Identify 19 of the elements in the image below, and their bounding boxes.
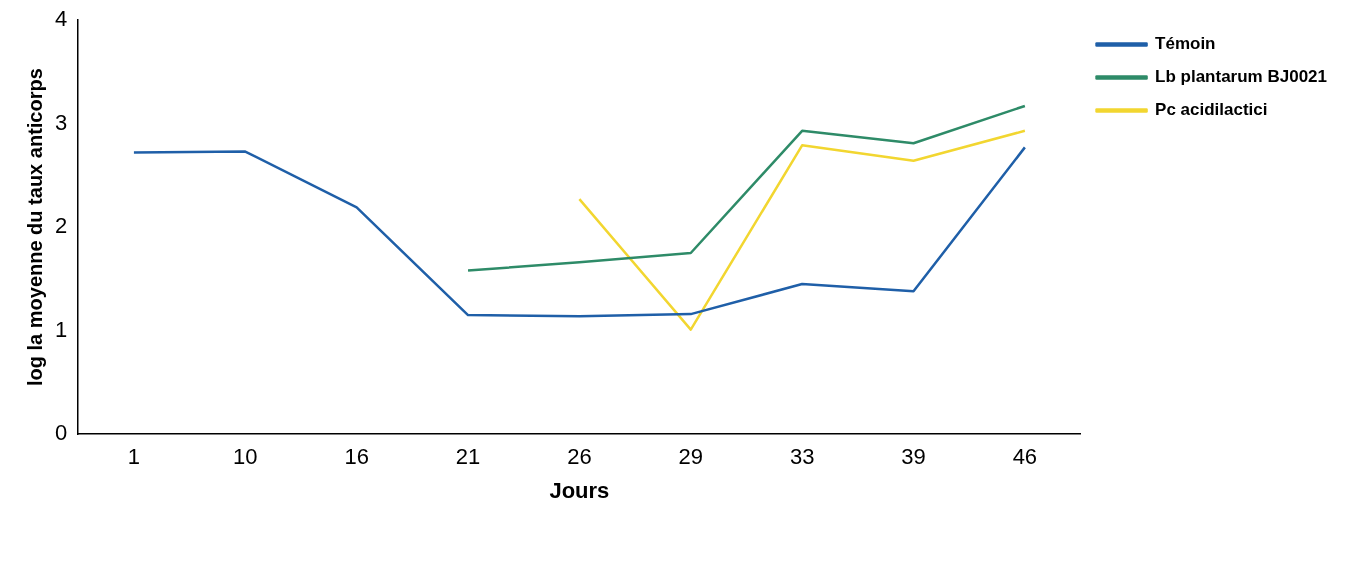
y-tick-label: 4 [54, 6, 68, 32]
y-axis-title: log la moyenne du taux anticorps [23, 68, 46, 387]
x-tick-label: 26 [567, 444, 592, 470]
y-tick-label: 0 [54, 420, 68, 446]
x-tick-label: 29 [678, 444, 704, 470]
x-tick-label: 10 [233, 444, 258, 470]
y-tick-label: 1 [54, 316, 68, 342]
x-tick-label: 1 [127, 444, 141, 470]
y-tick-label: 3 [54, 109, 68, 135]
x-tick-label: 46 [1012, 444, 1038, 470]
legend-label: Pc acidilactici [1155, 100, 1268, 120]
x-tick-label: 39 [901, 444, 926, 470]
y-tick-label: 2 [54, 213, 68, 239]
x-tick-label: 33 [789, 444, 815, 470]
legend-label: Lb plantarum BJ0021 [1155, 67, 1328, 87]
x-tick-label: 16 [344, 444, 369, 470]
x-tick-label: 21 [455, 444, 481, 470]
legend-label: Témoin [1155, 34, 1216, 54]
x-axis-title: Jours [549, 477, 610, 503]
